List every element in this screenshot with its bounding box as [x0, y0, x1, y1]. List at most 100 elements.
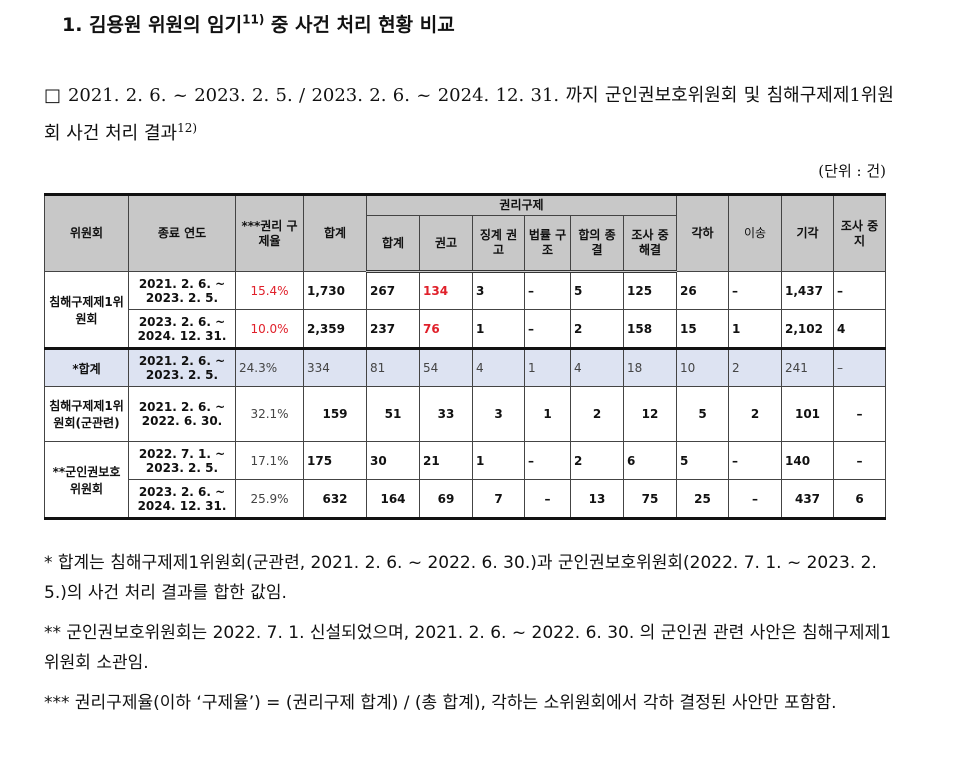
- committee-cell: **군인권보호위원회: [44, 441, 129, 519]
- value-cell: 4: [472, 348, 525, 387]
- table-row: 침해구제제1위원회(군관련) 2021. 2. 6. ~ 2022. 6. 30.…: [44, 386, 886, 442]
- value-cell: 2,102: [781, 309, 834, 349]
- header-remedy: 권리구제: [366, 194, 677, 216]
- value-cell: 158: [623, 309, 677, 349]
- unit-label: (단위 : 건): [818, 162, 886, 180]
- header-rate: ***권리 구제율: [235, 194, 304, 272]
- value-cell: 159: [303, 386, 367, 442]
- header-period: 종료 연도: [128, 194, 236, 272]
- intro-paragraph: □ 2021. 2. 6. ~ 2023. 2. 5. / 2023. 2. 6…: [44, 80, 894, 150]
- value-cell: 5: [676, 386, 729, 442]
- value-cell: 12: [623, 386, 677, 442]
- value-cell: –: [728, 479, 782, 519]
- period-cell: 2021. 2. 6. ~ 2022. 6. 30.: [128, 386, 236, 442]
- value-cell: 4: [833, 309, 886, 349]
- value-cell: 4: [570, 348, 624, 387]
- value-cell: 24.3%: [235, 348, 304, 387]
- period-cell: 2022. 7. 1. ~ 2023. 2. 5.: [128, 441, 236, 480]
- value-cell: 75: [623, 479, 677, 519]
- table-row: *합계 2021. 2. 6. ~ 2023. 2. 5. 24.3% 334 81 54…: [44, 348, 886, 387]
- value-cell: –: [728, 441, 782, 480]
- value-cell: 51: [366, 386, 420, 442]
- value-cell: 10.0%: [235, 309, 304, 349]
- value-cell: 164: [366, 479, 420, 519]
- header-transfer: 이송: [728, 194, 782, 272]
- value-cell: –: [524, 309, 571, 349]
- value-cell: 134: [419, 271, 473, 310]
- value-cell: 7: [472, 479, 525, 519]
- header-discipline: 징계 권고: [472, 215, 525, 273]
- table-row: 2023. 2. 6. ~ 2024. 12. 31. 25.9% 632 164 69…: [45, 479, 886, 519]
- value-cell: 69: [419, 479, 473, 519]
- intro-footnote-ref: 12): [177, 121, 198, 135]
- table-row: 2023. 2. 6. ~ 2024. 12. 31. 10.0% 2,359 237…: [45, 309, 886, 349]
- section-title: 1. 김용원 위원의 임기11) 중 사건 처리 현황 비교: [62, 10, 455, 37]
- value-cell: 15: [676, 309, 729, 349]
- header-total: 합계: [303, 194, 367, 272]
- value-cell: 2,359: [303, 309, 367, 349]
- value-cell: 125: [623, 271, 677, 310]
- table-row: 침해구제제1위원회 2021. 2. 6. ~ 2023. 2. 5. 15.4% 1…: [44, 271, 886, 349]
- value-cell: 175: [303, 441, 367, 480]
- value-cell: 32.1%: [235, 386, 304, 442]
- title-text-rest: 중 사건 처리 현황 비교: [264, 14, 455, 36]
- value-cell: 30: [366, 441, 420, 480]
- value-cell: 140: [781, 441, 834, 480]
- footnote-1: * 합계는 침해구제제1위원회(군관련, 2021. 2. 6. ~ 2022.…: [44, 553, 877, 603]
- value-cell: 3: [472, 386, 525, 442]
- title-text: 1. 김용원 위원의 임기: [62, 14, 243, 36]
- value-cell: 81: [366, 348, 420, 387]
- value-cell: 1: [728, 309, 782, 349]
- value-cell: –: [524, 441, 571, 480]
- header-dismiss: 각하: [676, 194, 729, 272]
- value-cell: –: [833, 386, 886, 442]
- value-cell: 2: [570, 309, 624, 349]
- value-cell: 25: [676, 479, 729, 519]
- value-cell: 5: [570, 271, 624, 310]
- committee-cell: 침해구제제1위원회(군관련): [44, 386, 129, 442]
- value-cell: 33: [419, 386, 473, 442]
- value-cell: 2: [570, 441, 624, 480]
- value-cell: 76: [419, 309, 473, 349]
- value-cell: –: [728, 271, 782, 310]
- value-cell: –: [833, 441, 886, 480]
- value-cell: –: [524, 479, 571, 519]
- value-cell: 101: [781, 386, 834, 442]
- table-row: **군인권보호위원회 2022. 7. 1. ~ 2023. 2. 5. 17.1%…: [44, 441, 886, 519]
- footnote-2: ** 군인권보호위원회는 2022. 7. 1. 신설되었으며, 2021. 2…: [44, 623, 892, 673]
- value-cell: 632: [303, 479, 367, 519]
- value-cell: 5: [676, 441, 729, 480]
- value-cell: 17.1%: [235, 441, 304, 480]
- period-cell: 2023. 2. 6. ~ 2024. 12. 31.: [128, 309, 236, 349]
- header-settlement: 합의 종결: [570, 215, 624, 273]
- value-cell: 1: [472, 441, 525, 480]
- value-cell: 1: [472, 309, 525, 349]
- committee-cell: *합계: [44, 348, 129, 387]
- value-cell: 241: [781, 348, 834, 387]
- period-cell: 2023. 2. 6. ~ 2024. 12. 31.: [128, 479, 236, 519]
- value-cell: 1,437: [781, 271, 834, 310]
- header-remedy-sum: 합계: [366, 215, 420, 273]
- value-cell: 15.4%: [235, 271, 304, 310]
- value-cell: 13: [570, 479, 624, 519]
- value-cell: 2: [728, 348, 782, 387]
- committee-cell: 침해구제제1위원회: [44, 271, 129, 349]
- intro-text: □ 2021. 2. 6. ~ 2023. 2. 5. / 2023. 2. 6…: [44, 85, 894, 144]
- value-cell: 334: [303, 348, 367, 387]
- footnote-3: *** 권리구제율(이하 ‘구제율’) = (권리구제 합계) / (총 합계)…: [44, 693, 837, 713]
- header-reject: 기각: [781, 194, 834, 272]
- value-cell: 6: [833, 479, 886, 519]
- value-cell: 237: [366, 309, 420, 349]
- value-cell: –: [833, 271, 886, 310]
- value-cell: 54: [419, 348, 473, 387]
- value-cell: 18: [623, 348, 677, 387]
- value-cell: 437: [781, 479, 834, 519]
- value-cell: –: [524, 271, 571, 310]
- value-cell: 2: [570, 386, 624, 442]
- value-cell: 1,730: [303, 271, 367, 310]
- value-cell: 1: [524, 348, 571, 387]
- header-legal-aid: 법률 구조: [524, 215, 571, 273]
- case-table: 위원회 종료 연도 ***권리 구제율 합계 권리구제 각하 이송 기각 조사 …: [44, 193, 886, 520]
- value-cell: 1: [524, 386, 571, 442]
- period-cell: 2021. 2. 6. ~ 2023. 2. 5.: [128, 271, 236, 310]
